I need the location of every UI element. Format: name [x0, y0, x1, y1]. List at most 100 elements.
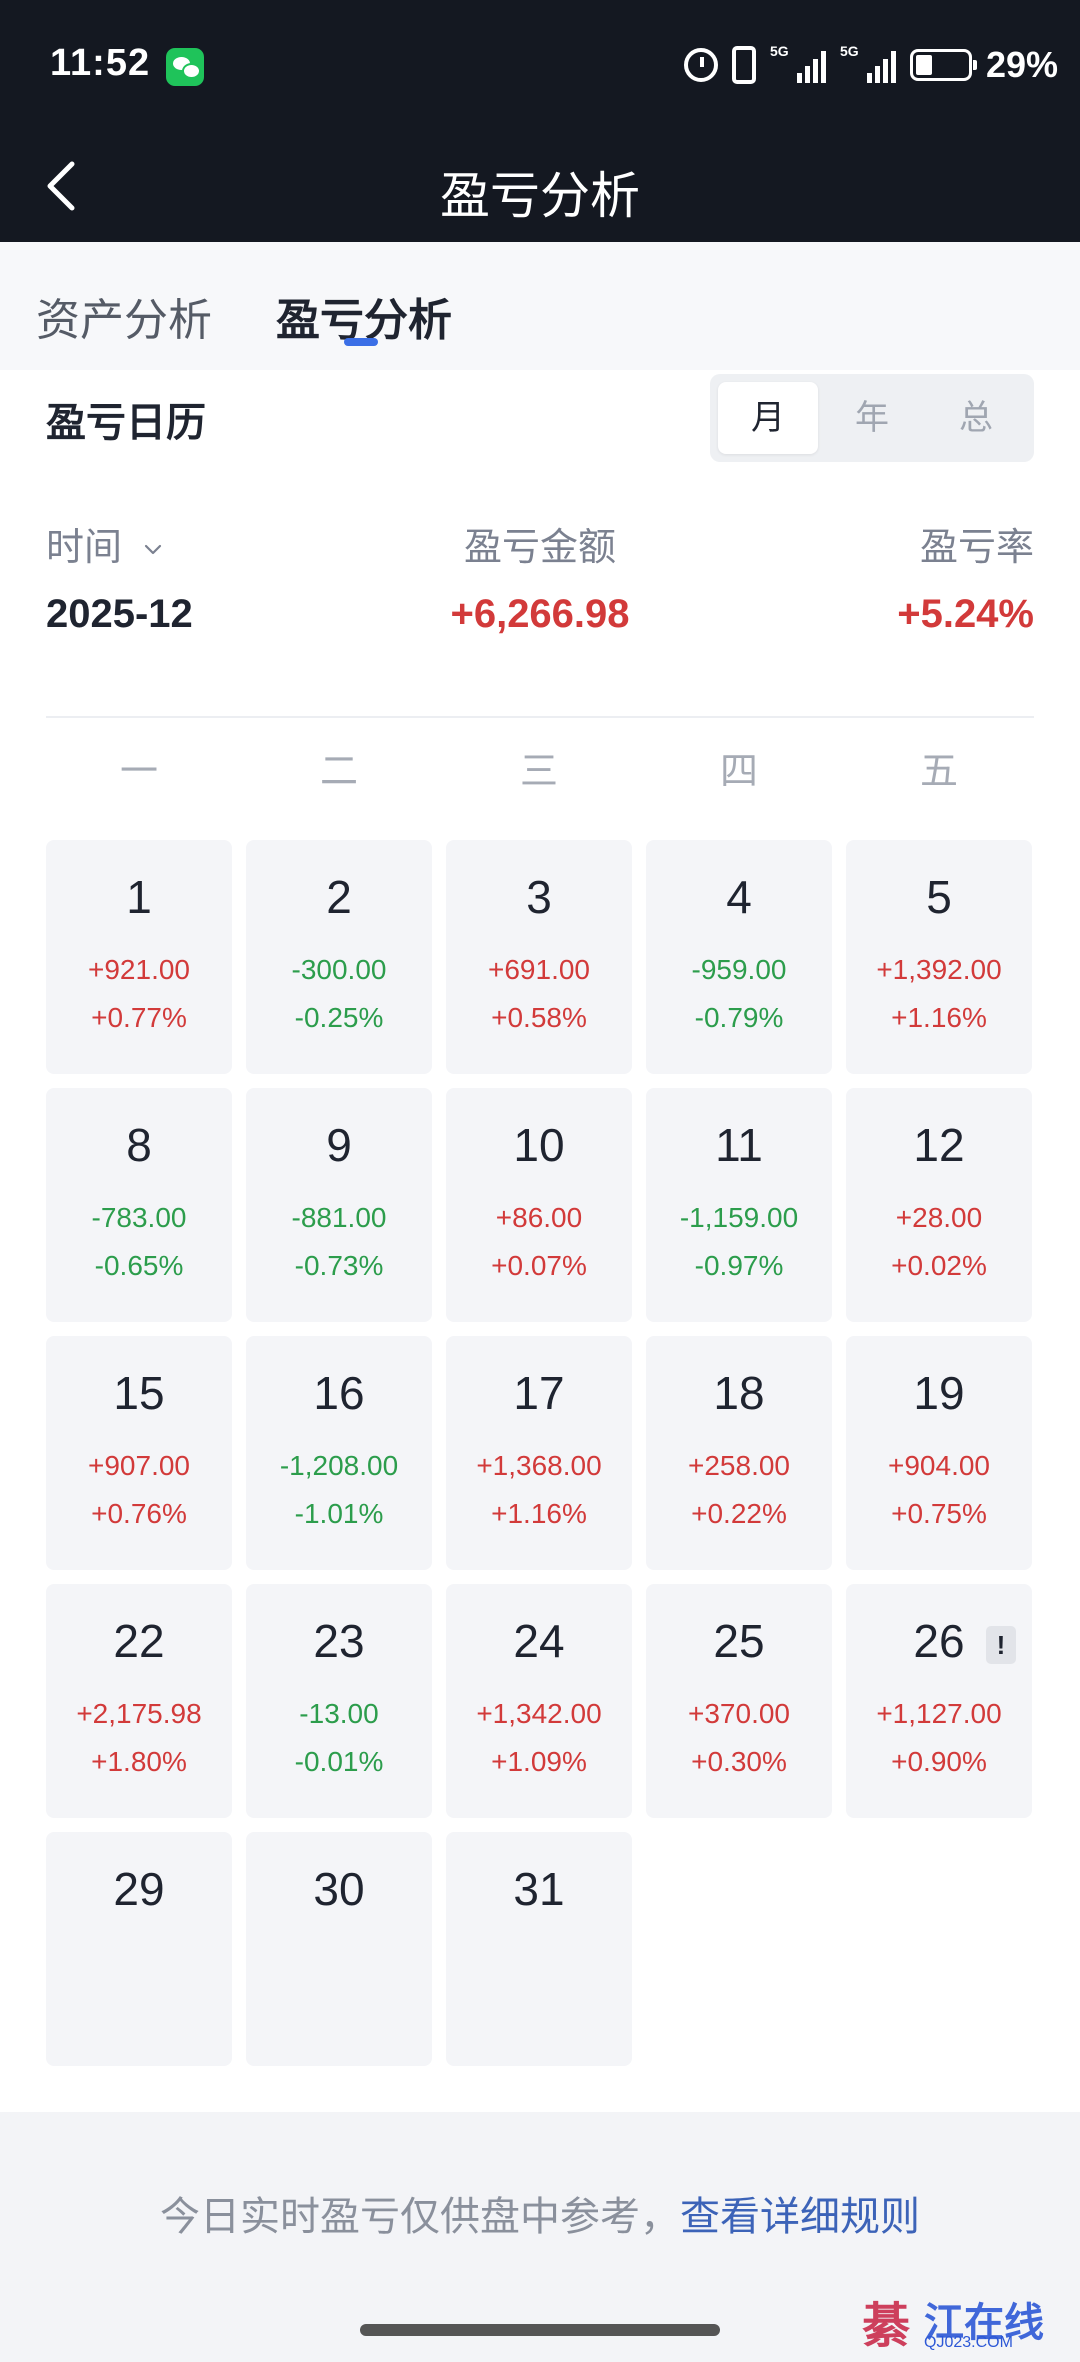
period-total-option[interactable]: 总	[959, 399, 993, 437]
signal-label: 5G	[839, 43, 859, 59]
period-switch: 月 年 总	[710, 374, 1034, 462]
period-month-option[interactable]: 月	[718, 382, 818, 454]
time-label: 时间	[46, 527, 123, 569]
day-number: 25	[713, 1615, 765, 1667]
section-title: 盈亏日历	[46, 401, 206, 445]
watermark-logo: 綦 江在线 QJ023.COM	[862, 2286, 1062, 2356]
day-number: 2	[326, 871, 352, 923]
watermark-name: 江在线	[924, 2301, 1044, 2345]
day-number: 30	[313, 1863, 365, 1915]
calendar-day-cell[interactable]: 1 +921.00 +0.77%	[46, 840, 232, 1074]
amount-label: 盈亏金额	[463, 527, 616, 569]
calendar-day-cell[interactable]: 8 -783.00 -0.65%	[46, 1088, 232, 1322]
day-pnl-amount: +921.00	[88, 954, 190, 985]
day-pnl-amount: +2,175.98	[76, 1698, 202, 1729]
day-number: 9	[326, 1119, 352, 1171]
page-title: 盈亏分析	[440, 168, 640, 224]
day-number: 4	[726, 871, 752, 923]
day-pnl-rate: +0.22%	[691, 1498, 787, 1529]
day-number: 3	[526, 871, 552, 923]
status-time: 11:52	[50, 42, 151, 84]
day-pnl-amount: -1,159.00	[679, 1202, 799, 1233]
weekday-label: 一	[119, 751, 158, 793]
calendar-day-cell[interactable]: 26! +1,127.00 +0.90%	[846, 1584, 1032, 1818]
day-number: 1	[126, 871, 152, 923]
tab-pnl-analysis[interactable]: 盈亏分析	[276, 296, 452, 345]
day-pnl-rate: +0.76%	[91, 1498, 187, 1529]
calendar-day-cell[interactable]: 24 +1,342.00 +1.09%	[446, 1584, 632, 1818]
divider	[46, 716, 1034, 718]
home-indicator[interactable]	[360, 2324, 720, 2336]
day-pnl-amount: +1,392.00	[876, 954, 1002, 985]
calendar-day-cell[interactable]: 25 +370.00 +0.30%	[646, 1584, 832, 1818]
calendar-day-cell[interactable]: 15 +907.00 +0.76%	[46, 1336, 232, 1570]
day-number: 15	[113, 1367, 165, 1419]
calendar-day-cell[interactable]: 30	[246, 1832, 432, 2066]
wechat-icon	[166, 48, 204, 86]
day-pnl-amount: +907.00	[88, 1450, 190, 1481]
calendar-day-cell[interactable]: 22 +2,175.98 +1.80%	[46, 1584, 232, 1818]
day-pnl-amount: +691.00	[488, 954, 590, 985]
calendar-day-cell[interactable]: 12 +28.00 +0.02%	[846, 1088, 1032, 1322]
day-pnl-rate: -0.97%	[694, 1250, 784, 1281]
calendar-day-cell[interactable]: 16 -1,208.00 -1.01%	[246, 1336, 432, 1570]
calendar-day-cell[interactable]: 2 -300.00 -0.25%	[246, 840, 432, 1074]
day-pnl-rate: -1.01%	[294, 1498, 384, 1529]
vibrate-icon	[731, 46, 756, 84]
rules-link[interactable]: 查看详细规则	[680, 2195, 920, 2239]
day-pnl-amount: +1,342.00	[476, 1698, 602, 1729]
day-number: 18	[713, 1367, 765, 1419]
footer: 今日实时盈亏仅供盘中参考，查看详细规则 綦 江在线 QJ023.COM	[0, 2112, 1080, 2362]
day-pnl-rate: -0.65%	[94, 1250, 184, 1281]
day-pnl-amount: -300.00	[291, 954, 387, 985]
day-number: 22	[113, 1615, 165, 1667]
weekday-label: 五	[919, 751, 958, 793]
calendar-day-cell[interactable]: 5 +1,392.00 +1.16%	[846, 840, 1032, 1074]
calendar-day-cell[interactable]: 23 -13.00 -0.01%	[246, 1584, 432, 1818]
day-pnl-amount: +370.00	[688, 1698, 790, 1729]
day-pnl-amount: +258.00	[688, 1450, 790, 1481]
day-pnl-rate: -0.79%	[694, 1002, 784, 1033]
calendar-day-cell[interactable]: 9 -881.00 -0.73%	[246, 1088, 432, 1322]
calendar-day-cell[interactable]: 17 +1,368.00 +1.16%	[446, 1336, 632, 1570]
calendar-day-cell[interactable]: 19 +904.00 +0.75%	[846, 1336, 1032, 1570]
day-pnl-amount: +1,127.00	[876, 1698, 1002, 1729]
day-pnl-amount: -959.00	[691, 954, 787, 985]
calendar-day-cell[interactable]: 29	[46, 1832, 232, 2066]
day-pnl-rate: +0.77%	[91, 1002, 187, 1033]
day-pnl-amount: +86.00	[495, 1202, 583, 1233]
day-number: 17	[513, 1367, 565, 1419]
calendar-day-cell[interactable]: 11 -1,159.00 -0.97%	[646, 1088, 832, 1322]
day-pnl-rate: -0.01%	[294, 1746, 384, 1777]
day-pnl-amount: -13.00	[299, 1698, 379, 1729]
signal-icon: 5G	[769, 43, 826, 85]
status-icons: 5G 5G 29%	[683, 40, 1058, 90]
calendar-day-cell[interactable]: 10 +86.00 +0.07%	[446, 1088, 632, 1322]
day-pnl-rate: +0.58%	[491, 1002, 587, 1033]
day-pnl-amount: +904.00	[888, 1450, 990, 1481]
calendar-day-cell[interactable]: 18 +258.00 +0.22%	[646, 1336, 832, 1570]
back-button[interactable]	[38, 154, 94, 218]
day-pnl-rate: +0.90%	[891, 1746, 987, 1777]
day-pnl-rate: +0.75%	[891, 1498, 987, 1529]
day-pnl-rate: +1.80%	[91, 1746, 187, 1777]
calendar-day-cell[interactable]: 31	[446, 1832, 632, 2066]
footer-text: 今日实时盈亏仅供盘中参考，	[160, 2195, 680, 2239]
calendar-day-cell[interactable]: 4 -959.00 -0.79%	[646, 840, 832, 1074]
time-selector[interactable]: 时间	[46, 516, 163, 571]
watermark-char: 綦	[862, 2300, 911, 2353]
day-pnl-amount: +28.00	[895, 1202, 983, 1233]
rate-label: 盈亏率	[919, 527, 1034, 569]
battery-icon	[909, 49, 977, 81]
day-pnl-rate: +1.16%	[891, 1002, 987, 1033]
signal-label: 5G	[769, 43, 789, 59]
day-number: 11	[715, 1119, 763, 1171]
title-bar: 盈亏分析	[0, 130, 1080, 242]
alarm-icon	[683, 48, 718, 82]
tab-asset-analysis[interactable]: 资产分析	[36, 296, 212, 345]
day-number: 12	[913, 1119, 965, 1171]
period-year-option[interactable]: 年	[855, 399, 889, 437]
calendar-day-cell[interactable]: 3 +691.00 +0.58%	[446, 840, 632, 1074]
day-number: 8	[126, 1119, 152, 1171]
day-pnl-rate: +0.07%	[491, 1250, 587, 1281]
